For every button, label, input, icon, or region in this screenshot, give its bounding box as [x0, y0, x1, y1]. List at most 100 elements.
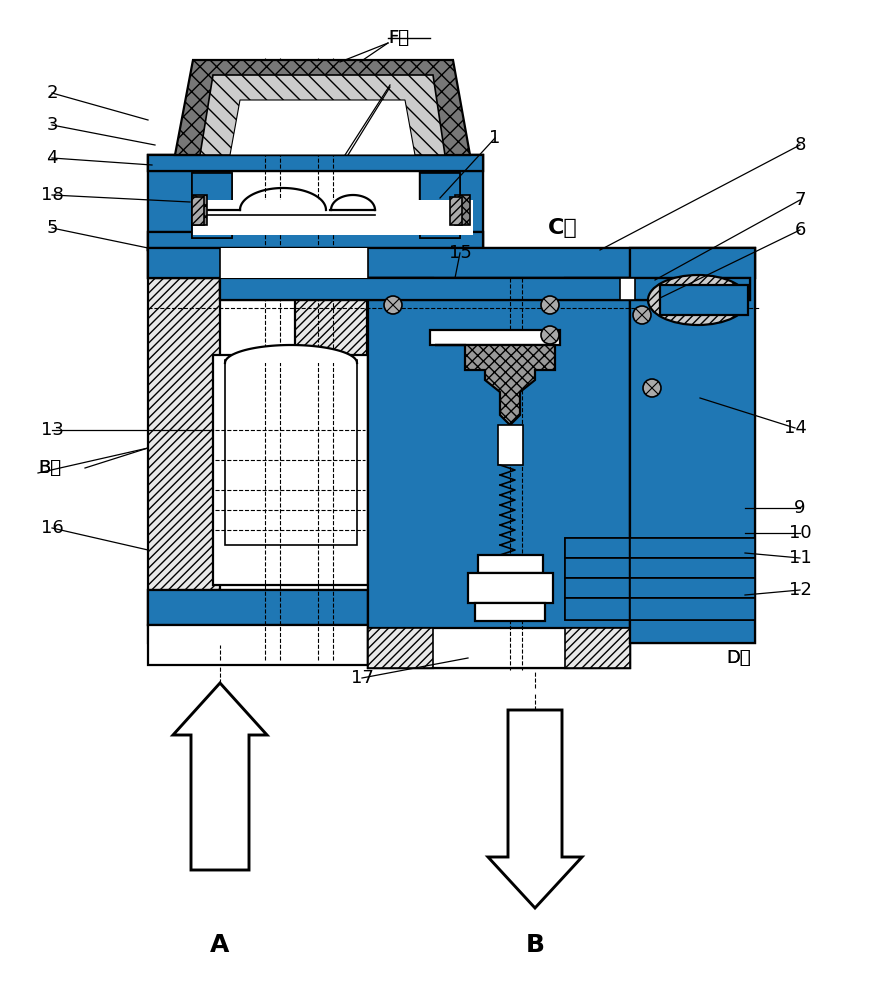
Bar [148, 625, 368, 665]
Bar [565, 628, 630, 668]
Bar [220, 278, 750, 300]
Bar [630, 558, 755, 578]
Text: C腔: C腔 [548, 218, 578, 238]
Text: 16: 16 [40, 519, 63, 537]
Circle shape [384, 296, 402, 314]
Text: 15: 15 [448, 244, 472, 262]
Bar [148, 248, 755, 278]
Bar [478, 555, 543, 573]
Bar [565, 538, 630, 558]
Text: 12: 12 [788, 581, 811, 599]
Text: 2: 2 [46, 84, 58, 102]
Bar [565, 578, 630, 598]
Bar [192, 173, 232, 238]
Bar [565, 538, 630, 558]
Bar [193, 200, 473, 235]
Bar [225, 360, 357, 545]
Bar [368, 628, 433, 668]
Polygon shape [200, 75, 445, 155]
Text: A: A [210, 933, 230, 957]
Text: 14: 14 [783, 419, 807, 437]
Text: 9: 9 [795, 499, 806, 517]
Text: E腔: E腔 [390, 71, 412, 89]
Text: 3: 3 [46, 116, 58, 134]
Bar [148, 232, 483, 250]
Bar [368, 628, 630, 668]
Bar [148, 155, 483, 171]
Circle shape [633, 306, 651, 324]
Bar [220, 278, 750, 300]
Polygon shape [173, 683, 267, 870]
Bar [630, 538, 755, 558]
Bar [192, 195, 207, 225]
Bar [620, 278, 635, 300]
Text: 7: 7 [795, 191, 806, 209]
Bar [148, 155, 483, 171]
Bar [213, 355, 368, 585]
Bar [295, 248, 367, 528]
Text: 5: 5 [46, 219, 58, 237]
Bar [368, 278, 433, 668]
Text: B: B [525, 933, 545, 957]
Bar [630, 598, 755, 620]
Bar [455, 195, 470, 225]
Bar [565, 278, 630, 668]
Bar [565, 578, 630, 598]
Bar [192, 197, 204, 225]
Bar [450, 197, 462, 225]
Text: 10: 10 [788, 524, 811, 542]
Text: 11: 11 [788, 549, 811, 567]
Bar [660, 285, 748, 315]
Bar [630, 538, 755, 558]
Text: 17: 17 [351, 669, 374, 687]
Bar [148, 590, 368, 625]
Circle shape [541, 296, 559, 314]
Text: 1: 1 [489, 129, 501, 147]
Bar [368, 278, 630, 668]
Polygon shape [175, 60, 470, 155]
Text: D腔: D腔 [726, 649, 751, 667]
Bar [420, 155, 483, 250]
Bar [565, 598, 630, 620]
Bar [468, 573, 553, 603]
Bar [498, 425, 523, 465]
Text: 4: 4 [46, 149, 58, 167]
Bar [148, 248, 220, 643]
Bar [630, 558, 755, 578]
Bar [148, 590, 368, 625]
Text: E腔: E腔 [390, 71, 412, 89]
Text: F腔: F腔 [388, 29, 409, 47]
Text: F腔: F腔 [388, 29, 409, 47]
Polygon shape [488, 710, 582, 908]
Bar [565, 598, 630, 620]
Bar [220, 248, 368, 278]
Circle shape [541, 326, 559, 344]
Bar [630, 578, 755, 598]
Bar [148, 155, 193, 250]
Bar [148, 232, 483, 250]
Bar [420, 173, 460, 238]
Text: 18: 18 [40, 186, 63, 204]
Bar [192, 173, 232, 238]
Polygon shape [435, 345, 555, 425]
Text: B腔: B腔 [38, 459, 61, 477]
Bar [565, 558, 630, 578]
Bar [468, 573, 553, 603]
Circle shape [643, 379, 661, 397]
Bar [630, 598, 755, 620]
Text: D腔: D腔 [726, 649, 751, 667]
Bar [430, 330, 560, 345]
Bar [430, 330, 560, 345]
Text: B腔: B腔 [38, 459, 61, 477]
Bar [630, 248, 755, 643]
Text: 6: 6 [795, 221, 806, 239]
Bar [148, 248, 755, 278]
Bar [630, 578, 755, 598]
Bar [420, 155, 483, 250]
Text: 8: 8 [795, 136, 806, 154]
Text: 13: 13 [40, 421, 63, 439]
Bar [478, 555, 543, 573]
Bar [475, 603, 545, 621]
Bar [630, 248, 755, 643]
Bar [565, 558, 630, 578]
